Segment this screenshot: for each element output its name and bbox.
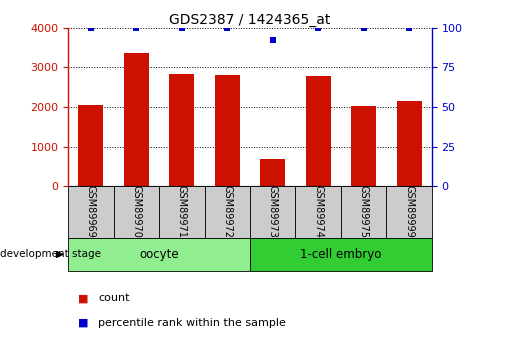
Text: GSM89999: GSM89999 [404,185,414,237]
Text: GSM89972: GSM89972 [222,185,232,238]
Text: development stage: development stage [0,249,101,259]
Bar [78,105,104,186]
Point [223,25,231,30]
Bar [260,158,285,186]
Bar [205,186,250,238]
Bar [295,186,341,238]
Point [178,25,186,30]
Point [87,25,95,30]
Text: 1-cell embryo: 1-cell embryo [300,248,382,261]
Bar [396,101,422,186]
Text: percentile rank within the sample: percentile rank within the sample [98,318,286,327]
Title: GDS2387 / 1424365_at: GDS2387 / 1424365_at [169,12,331,27]
Bar [169,75,194,186]
Text: ■: ■ [78,294,89,303]
Point [360,25,368,30]
Point [269,38,277,43]
Point [405,25,413,30]
Bar [215,75,240,186]
Bar [341,186,386,238]
Bar [159,186,205,238]
Text: GSM89973: GSM89973 [268,185,278,238]
Bar [386,186,432,238]
Bar [124,53,149,186]
Bar [351,106,376,186]
Point [314,25,322,30]
Text: count: count [98,294,130,303]
Bar [114,186,159,238]
Text: ■: ■ [78,318,89,327]
Text: GSM89974: GSM89974 [313,185,323,238]
Text: GSM89970: GSM89970 [131,185,141,238]
Text: GSM89971: GSM89971 [177,185,187,238]
Bar [250,238,432,271]
Bar [68,186,114,238]
Text: GSM89969: GSM89969 [86,185,96,237]
Point [132,25,140,30]
Bar [306,76,331,186]
Text: GSM89975: GSM89975 [359,185,369,238]
Text: oocyte: oocyte [139,248,179,261]
Bar [68,238,250,271]
Bar [250,186,295,238]
